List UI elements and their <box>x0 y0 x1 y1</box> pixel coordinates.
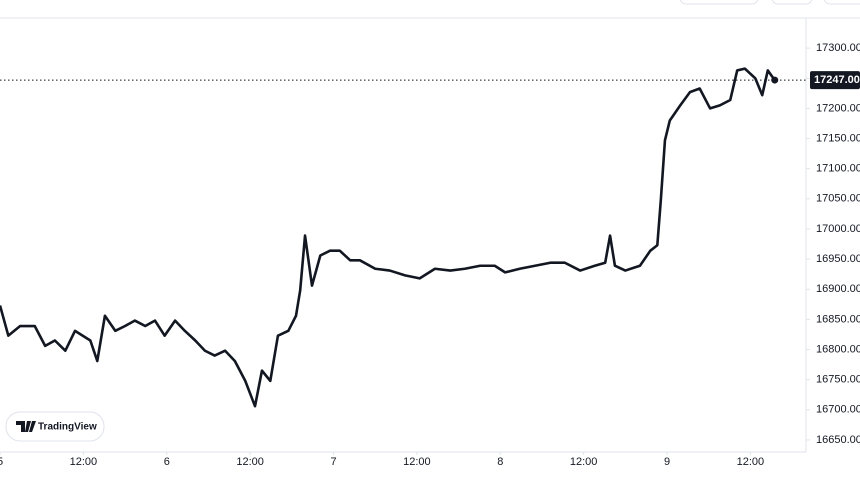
y-tick-label: 17050.00 <box>816 193 860 205</box>
y-tick-label: 16800.00 <box>816 343 860 355</box>
y-tick-label: 16900.00 <box>816 283 860 295</box>
logo-text: TradingView <box>38 422 97 433</box>
tradingview-logo[interactable]: TradingView <box>5 411 105 442</box>
y-tick-label: 16700.00 <box>816 404 860 416</box>
x-tick-label: 5 <box>0 456 3 468</box>
y-tick-label: 17000.00 <box>816 223 860 235</box>
y-tick-label: 16950.00 <box>816 253 860 265</box>
x-tick-label: 6 <box>164 456 170 468</box>
y-tick-label: 17200.00 <box>816 102 860 114</box>
y-tick-label: 17150.00 <box>816 132 860 144</box>
x-tick-label: 12:00 <box>70 456 98 468</box>
x-tick-label: 8 <box>497 456 503 468</box>
x-tick-label: 12:00 <box>737 456 765 468</box>
logo-badge[interactable] <box>5 411 105 442</box>
y-tick-label: 16750.00 <box>816 374 860 386</box>
price-label-box <box>810 71 860 90</box>
price-label: 17247.00 <box>814 74 860 86</box>
x-tick-label: 9 <box>664 456 670 468</box>
toolbar-button[interactable] <box>679 0 759 5</box>
y-tick-label: 16650.00 <box>816 434 860 446</box>
y-tick-label: 16850.00 <box>816 313 860 325</box>
x-tick-label: 12:00 <box>403 456 431 468</box>
last-point <box>771 76 779 84</box>
x-tick-label: 12:00 <box>236 456 264 468</box>
toolbar-button[interactable] <box>823 0 860 5</box>
price-line <box>0 67 776 408</box>
x-tick-label: 12:00 <box>570 456 598 468</box>
toolbar-button[interactable] <box>771 0 813 5</box>
x-tick-label: 7 <box>330 456 336 468</box>
y-tick-label: 17100.00 <box>816 163 860 175</box>
y-tick-label: 17300.00 <box>816 42 860 54</box>
logo-icon <box>16 421 36 432</box>
